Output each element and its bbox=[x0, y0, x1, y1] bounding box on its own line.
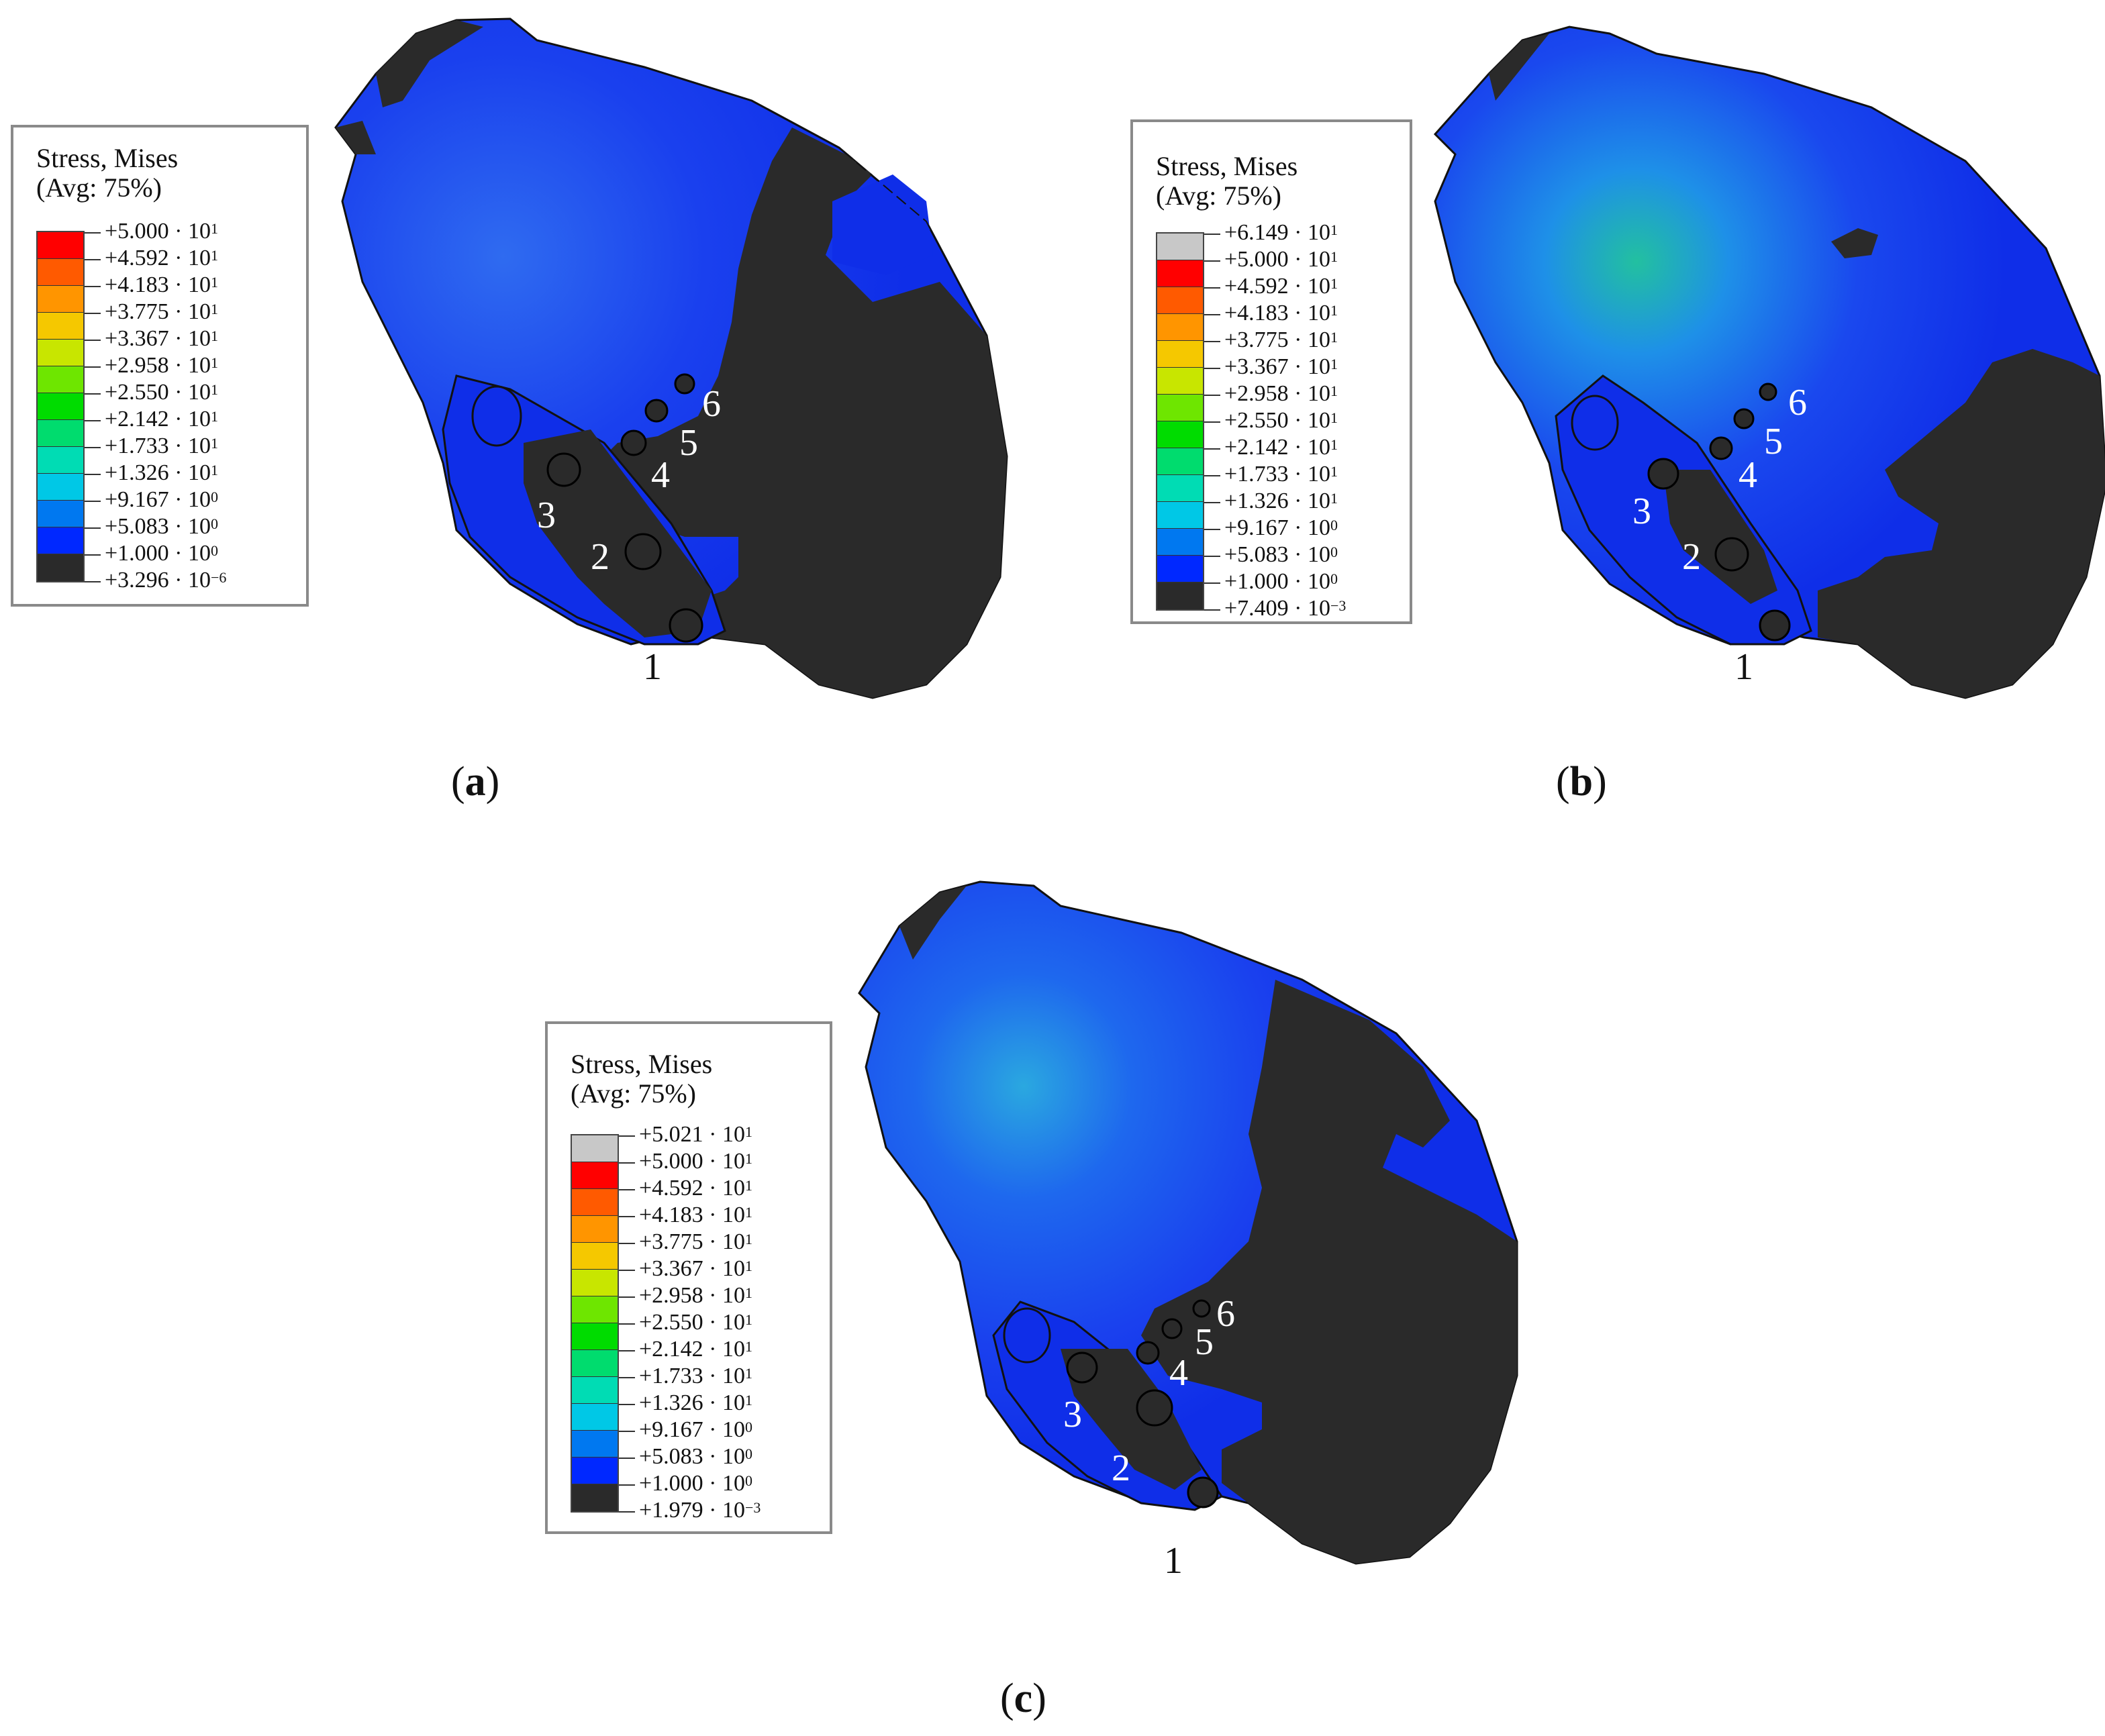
color-bar-segment bbox=[572, 1458, 618, 1484]
color-bar-segment bbox=[1157, 421, 1203, 448]
color-bar-segment bbox=[1157, 475, 1203, 502]
panel-a: 1 2 3 4 5 6 Stress, Mises (Avg: 75%) +5.… bbox=[0, 0, 1052, 839]
legend-title-line2: (Avg: 75%) bbox=[571, 1078, 696, 1109]
color-bar-segment bbox=[572, 1296, 618, 1323]
panel-label-b: (b) bbox=[1556, 759, 1607, 805]
hole-label-6: 6 bbox=[702, 383, 721, 425]
color-bar-segment bbox=[572, 1431, 618, 1458]
color-bar-segment bbox=[38, 286, 83, 313]
hole-label-3: 3 bbox=[1063, 1394, 1082, 1435]
panel-label-c: (c) bbox=[1000, 1676, 1046, 1721]
color-bar-segment bbox=[38, 554, 83, 581]
panel-label-a: (a) bbox=[451, 759, 500, 805]
color-bar-segment bbox=[38, 232, 83, 259]
color-bar-segment bbox=[1157, 260, 1203, 287]
color-bar-segment bbox=[1157, 395, 1203, 421]
color-bar-segment bbox=[38, 259, 83, 286]
hole-label-3: 3 bbox=[537, 495, 556, 536]
color-bar-segment bbox=[572, 1216, 618, 1243]
fe-model-b bbox=[1433, 25, 2105, 699]
hole-label-6: 6 bbox=[1788, 382, 1807, 423]
color-bar-segment bbox=[38, 447, 83, 474]
hole-label-4: 4 bbox=[651, 454, 670, 496]
color-bar-segment bbox=[38, 393, 83, 420]
legend-title-line2: (Avg: 75%) bbox=[36, 172, 162, 203]
panel-c: 1 2 3 4 5 6 Stress, Mises (Avg: 75%) +5.… bbox=[0, 866, 2105, 1736]
color-bar bbox=[1156, 232, 1204, 611]
color-bar-segment bbox=[572, 1484, 618, 1511]
color-bar-segment bbox=[572, 1350, 618, 1377]
color-bar-segment bbox=[572, 1162, 618, 1189]
fe-model-a bbox=[334, 17, 1008, 699]
color-bar-segment bbox=[38, 474, 83, 501]
panel-b: 1 2 3 4 5 6 Stress, Mises (Avg: 75%) +6.… bbox=[1052, 0, 2105, 839]
hole-label-5: 5 bbox=[1764, 421, 1783, 462]
color-bar-segment bbox=[1157, 582, 1203, 609]
color-bar-segment bbox=[572, 1323, 618, 1350]
color-bar-segment bbox=[1157, 287, 1203, 314]
color-bar-segment bbox=[38, 420, 83, 447]
color-bar-segment bbox=[572, 1189, 618, 1216]
color-bar-segment bbox=[38, 527, 83, 554]
legend-title-line1: Stress, Mises bbox=[36, 143, 179, 173]
legend-b: Stress, Mises (Avg: 75%) +6.149 · 101 +5.… bbox=[1130, 119, 1412, 624]
color-bar-segment bbox=[1157, 529, 1203, 556]
hole-label-2: 2 bbox=[591, 536, 609, 578]
hole-label-2: 2 bbox=[1682, 536, 1701, 578]
color-bar-segment bbox=[38, 340, 83, 366]
color-bar-segment bbox=[572, 1270, 618, 1296]
color-bar-segment bbox=[38, 366, 83, 393]
screw-holes bbox=[546, 373, 703, 643]
color-bar-segment bbox=[1157, 502, 1203, 529]
color-bar-segment bbox=[572, 1135, 618, 1162]
color-bar-segment bbox=[38, 313, 83, 340]
color-bar-segment bbox=[1157, 234, 1203, 260]
legend-title-line2: (Avg: 75%) bbox=[1156, 181, 1281, 211]
hole-label-4: 4 bbox=[1739, 454, 1757, 496]
legend-c: Stress, Mises (Avg: 75%) +5.021 · 101 +5.… bbox=[545, 1021, 832, 1534]
color-bar bbox=[36, 231, 85, 582]
hole-label-1: 1 bbox=[1164, 1540, 1183, 1582]
color-bar-segment bbox=[572, 1243, 618, 1270]
hole-label-6: 6 bbox=[1216, 1293, 1235, 1335]
color-bar-segment bbox=[572, 1377, 618, 1404]
screw-holes bbox=[1066, 1299, 1219, 1509]
legend-title-line1: Stress, Mises bbox=[571, 1049, 713, 1079]
color-bar-segment bbox=[572, 1404, 618, 1431]
legend-title-line1: Stress, Mises bbox=[1156, 151, 1298, 181]
hole-label-4: 4 bbox=[1169, 1352, 1188, 1394]
hole-label-1: 1 bbox=[1734, 646, 1753, 688]
hole-label-2: 2 bbox=[1112, 1447, 1130, 1489]
color-bar-segment bbox=[1157, 448, 1203, 475]
fe-model-c bbox=[858, 880, 1518, 1565]
color-bar-segment bbox=[1157, 368, 1203, 395]
legend-a: Stress, Mises (Avg: 75%) +5.000 · 101 +4.… bbox=[11, 125, 309, 607]
color-bar-segment bbox=[1157, 314, 1203, 341]
color-bar bbox=[571, 1134, 619, 1513]
hole-label-5: 5 bbox=[1195, 1321, 1214, 1363]
hole-label-5: 5 bbox=[679, 422, 698, 464]
color-bar-segment bbox=[38, 501, 83, 527]
color-bar-segment bbox=[1157, 556, 1203, 582]
color-bar-segment bbox=[1157, 341, 1203, 368]
hole-label-1: 1 bbox=[643, 646, 662, 688]
hole-label-3: 3 bbox=[1632, 491, 1651, 532]
screw-holes bbox=[1647, 382, 1791, 642]
